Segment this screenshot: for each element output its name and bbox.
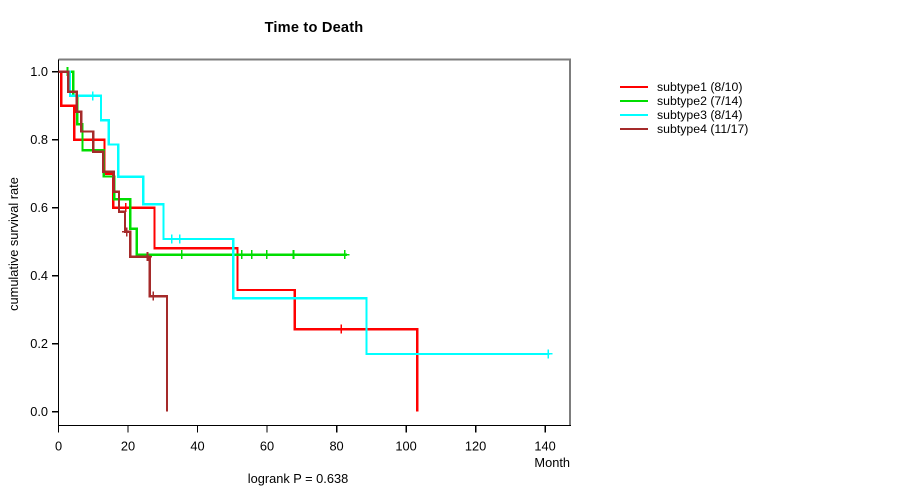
x-tick-label: 100: [395, 439, 416, 454]
legend-line-subtype2: [620, 99, 648, 103]
y-tick-label: 0.6: [30, 200, 48, 215]
y-tick-label: 0.0: [30, 404, 48, 419]
x-tick-label: 80: [329, 439, 343, 454]
legend-label-subtype3: subtype3 (8/14): [657, 108, 743, 122]
y-tick-label: 0.2: [30, 336, 48, 351]
legend-item-subtype2: subtype2 (7/14): [620, 94, 748, 108]
legend-label-subtype1: subtype1 (8/10): [657, 80, 743, 94]
legend-item-subtype3: subtype3 (8/14): [620, 108, 748, 122]
y-tick-label: 0.4: [30, 268, 48, 283]
legend-line-subtype1: [620, 85, 648, 89]
x-tick-label: 60: [260, 439, 274, 454]
x-tick-label: 0: [55, 439, 62, 454]
legend-item-subtype4: subtype4 (11/17): [620, 122, 748, 136]
y-tick-label: 0.8: [30, 132, 48, 147]
censor-marks-subtype3: [88, 91, 553, 359]
series-subtype3: [58, 70, 550, 356]
plot-title: Time to Death: [264, 20, 364, 36]
x-tick-label: 140: [534, 439, 555, 454]
legend-label-subtype2: subtype2 (7/14): [657, 94, 743, 108]
legend-line-subtype4: [620, 127, 648, 131]
plot-border-top-right: [58, 58, 572, 426]
y-axis-ticks: 0.0 0.2 0.4 0.6 0.8 1.0: [30, 64, 59, 419]
y-tick-label: 1.0: [30, 64, 48, 79]
x-tick-label: 120: [465, 439, 486, 454]
legend-label-subtype4: subtype4 (11/17): [657, 122, 749, 136]
x-tick-label: 40: [190, 439, 204, 454]
x-axis-label: Month: [534, 455, 570, 470]
series-subtype1: [58, 70, 419, 412]
x-tick-label: 20: [121, 439, 135, 454]
censor-marks-subtype1: [121, 203, 346, 334]
censor-marks-subtype4: [122, 227, 158, 301]
series-subtype4: [58, 70, 169, 412]
legend-line-subtype3: [620, 113, 648, 117]
legend: subtype1 (8/10) subtype2 (7/14) subtype3 (…: [620, 80, 748, 136]
x-axis-ticks: 0 20 40 60 80 100 120 140: [55, 425, 556, 454]
legend-item-subtype1: subtype1 (8/10): [620, 80, 748, 94]
logrank-p-value: logrank P = 0.638: [247, 471, 349, 486]
censor-marks-subtype2: [63, 67, 350, 260]
